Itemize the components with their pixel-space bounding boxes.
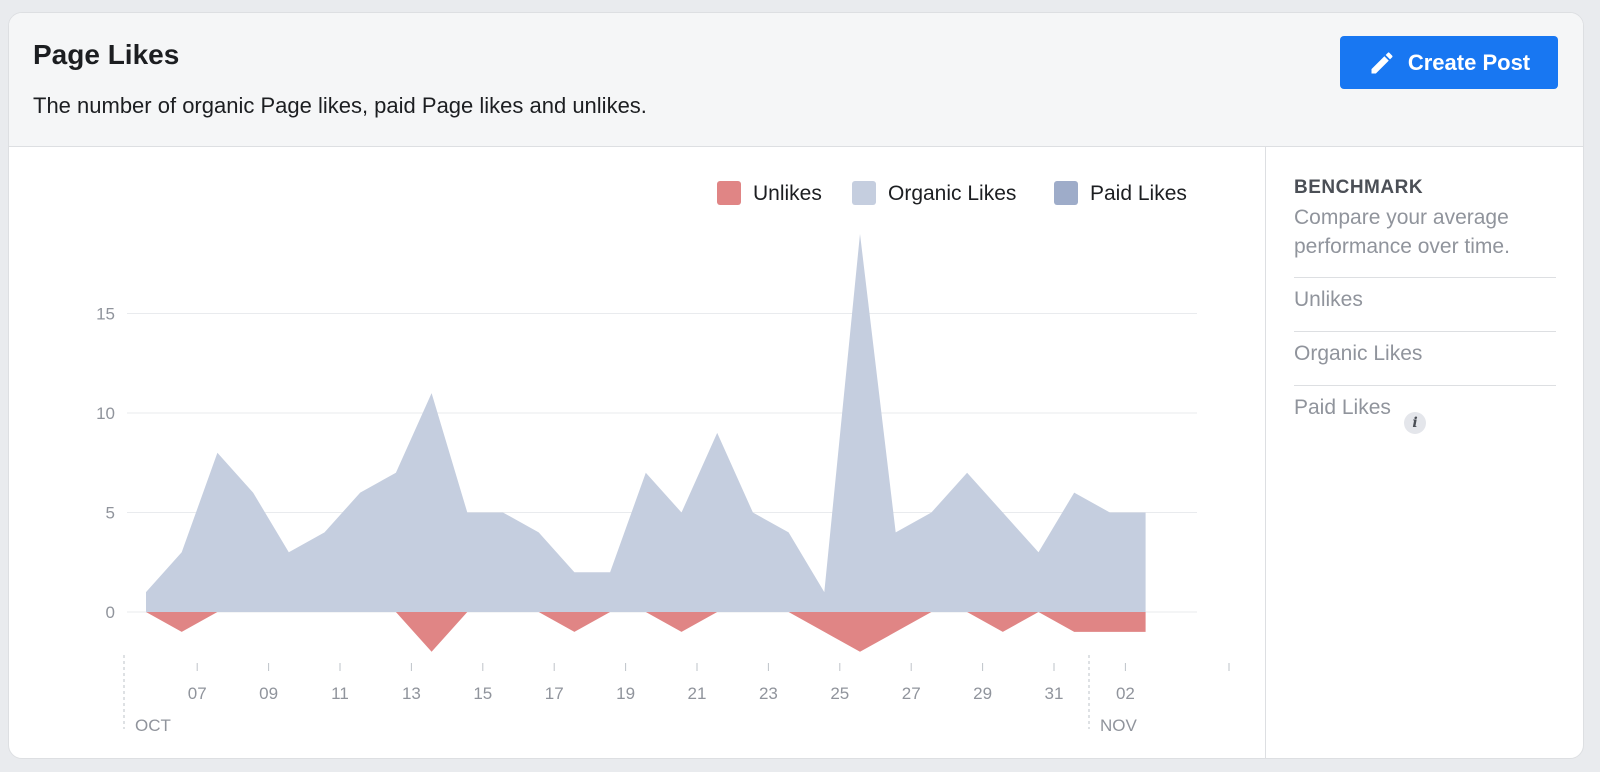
create-post-button[interactable]: Create Post [1340,36,1558,89]
x-tick-label: 13 [402,684,421,703]
benchmark-description: Compare your average performance over ti… [1294,206,1510,258]
y-tick-label: 5 [106,504,115,523]
x-tick-label: 29 [973,684,992,703]
x-tick-label: 25 [830,684,849,703]
benchmark-item-organic-likes[interactable]: Organic Likes [1294,331,1556,386]
pencil-icon [1371,51,1393,73]
x-tick-label: 07 [188,684,207,703]
create-post-label: Create Post [1407,49,1531,75]
page-likes-chart: 0 5 10 15 07 09 11 13 15 17 19 21 23 25 27 29 31 02 OCT NOV… [96,181,1230,735]
page-likes-card: Page Likes The number of organic Page li… [8,12,1584,759]
legend-swatch [717,181,741,205]
x-tick-label: 21 [688,684,707,703]
x-tick-label: 09 [259,684,278,703]
legend-swatch [1054,181,1078,205]
x-tick-label: 02 [1116,684,1135,703]
x-tick-label: 17 [545,684,564,703]
organic-likes-area [146,233,1146,612]
card-title: Page Likes [33,39,180,70]
legend-item-organic-likes[interactable]: Organic Likes [852,181,1016,205]
chart-area: 0 5 10 15 07 09 11 13 15 17 19 21 23 25 27 29 31 02 OCT NOV… [9,147,1264,758]
month-label: NOV [1100,716,1138,735]
benchmark-item-paid-likes[interactable]: Paid Likes i [1294,385,1556,440]
benchmark-item-label: Unlikes [1294,288,1363,311]
legend-item-paid-likes[interactable]: Paid Likes [1054,181,1187,205]
y-tick-label: 0 [106,603,115,622]
x-tick-label: 23 [759,684,778,703]
x-tick-label: 27 [902,684,921,703]
card-subtitle: The number of organic Page likes, paid P… [33,93,647,118]
legend-item-unlikes[interactable]: Unlikes [717,181,822,205]
x-tick-label: 15 [473,684,492,703]
legend-label: Paid Likes [1090,182,1187,205]
x-tick-label: 19 [616,684,635,703]
card-header: Page Likes The number of organic Page li… [9,13,1583,147]
legend-label: Unlikes [753,182,822,205]
x-tick-label: 31 [1045,684,1064,703]
legend-label: Organic Likes [888,182,1016,205]
benchmark-title: BENCHMARK [1294,177,1424,198]
benchmark-panel: BENCHMARK Compare your average performan… [1265,147,1583,758]
legend-swatch [852,181,876,205]
unlikes-area [146,612,1146,652]
month-label: OCT [135,716,171,735]
y-tick-label: 10 [96,404,115,423]
benchmark-item-label: Paid Likes [1294,396,1391,419]
benchmark-item-unlikes[interactable]: Unlikes [1294,277,1556,332]
x-tick-label: 11 [331,684,349,703]
y-tick-label: 15 [96,305,115,324]
info-icon[interactable]: i [1404,412,1426,434]
benchmark-item-label: Organic Likes [1294,342,1423,365]
